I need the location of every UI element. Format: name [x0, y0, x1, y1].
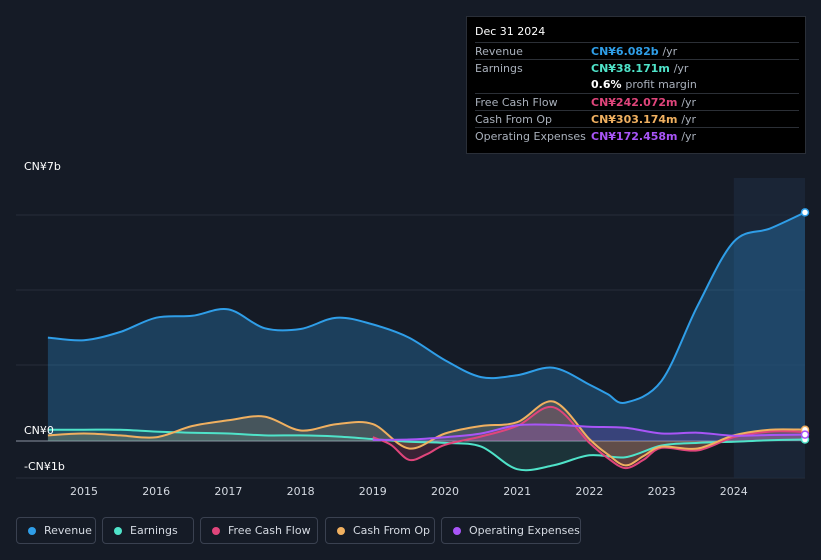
chart-gridlines	[16, 214, 805, 479]
tooltip-value: CN¥38.171m /yr	[591, 62, 689, 75]
x-tick-label: 2016	[142, 485, 170, 498]
x-tick-label: 2018	[287, 485, 315, 498]
tooltip-label: Cash From Op	[475, 113, 553, 126]
x-tick-label: 2021	[503, 485, 531, 498]
tooltip-label: Free Cash Flow	[475, 96, 558, 109]
legend-label: Free Cash Flow	[228, 524, 311, 537]
tooltip-row-revenue: Revenue CN¥6.082b /yr	[475, 42, 799, 60]
x-tick-label: 2015	[70, 485, 98, 498]
area-revenue	[47, 212, 805, 441]
legend-dot-icon	[114, 527, 122, 535]
legend-dot-icon	[212, 527, 220, 535]
tooltip-row-free-cash-flow: Free Cash Flow CN¥242.072m /yr	[475, 93, 799, 111]
tooltip-label: Earnings	[475, 62, 523, 75]
tooltip-date: Dec 31 2024	[475, 25, 546, 38]
legend-item-free-cash-flow[interactable]: Free Cash Flow	[200, 517, 318, 544]
hover-tooltip: Dec 31 2024 Revenue CN¥6.082b /yr Earnin…	[466, 16, 806, 154]
y-tick-label: CN¥7b	[24, 160, 61, 173]
area-earnings	[47, 429, 805, 471]
tooltip-value: 0.6% profit margin	[591, 78, 697, 91]
legend-item-operating-expenses[interactable]: Operating Expenses	[441, 517, 581, 544]
legend-dot-icon	[337, 527, 345, 535]
legend-label: Cash From Op	[353, 524, 431, 537]
x-tick-label: 2023	[648, 485, 676, 498]
tooltip-label: Operating Expenses	[475, 130, 586, 143]
line-operating-expenses	[372, 423, 806, 441]
line-free-cash-flow	[372, 405, 806, 470]
line-cash-from-op	[47, 400, 806, 467]
y-axis-labels: CN¥7b CN¥0 -CN¥1b	[24, 160, 65, 473]
tooltip-value: CN¥6.082b /yr	[591, 45, 678, 58]
tooltip-row-margin: 0.6% profit margin	[475, 76, 799, 93]
tooltip-row-earnings: Earnings CN¥38.171m /yr	[475, 59, 799, 77]
legend-dot-icon	[453, 527, 461, 535]
x-tick-label: 2017	[214, 485, 242, 498]
tooltip-value: CN¥242.072m /yr	[591, 96, 697, 109]
legend-item-earnings[interactable]: Earnings	[102, 517, 194, 544]
x-tick-label: 2022	[575, 485, 603, 498]
end-marker-revenue	[800, 208, 810, 217]
x-tick-label: 2019	[359, 485, 387, 498]
legend-item-cash-from-op[interactable]: Cash From Op	[325, 517, 435, 544]
area-cash-from-op	[47, 401, 805, 466]
series-end-markers	[800, 208, 810, 444]
x-axis-labels: 2015 2016 2017 2018 2019 2020 2021 2022 2023 2024	[70, 485, 748, 498]
x-tick-label: 2024	[720, 485, 748, 498]
end-marker-operating-expenses	[800, 430, 810, 439]
x-tick-label: 2020	[431, 485, 459, 498]
tooltip-row-operating-expenses: Operating Expenses CN¥172.458m /yr	[475, 127, 799, 145]
legend-item-revenue[interactable]: Revenue	[16, 517, 96, 544]
line-revenue	[47, 211, 806, 404]
tooltip-row-cash-from-op: Cash From Op CN¥303.174m /yr	[475, 110, 799, 128]
legend-label: Earnings	[130, 524, 178, 537]
series-lines	[47, 211, 806, 472]
y-tick-label: CN¥0	[24, 424, 54, 437]
tooltip-value: CN¥172.458m /yr	[591, 130, 697, 143]
tooltip-value: CN¥303.174m /yr	[591, 113, 697, 126]
tooltip-label: Revenue	[475, 45, 523, 58]
legend-label: Operating Expenses	[469, 524, 580, 537]
y-tick-label: -CN¥1b	[24, 460, 65, 473]
legend-dot-icon	[28, 527, 36, 535]
legend-label: Revenue	[44, 524, 92, 537]
